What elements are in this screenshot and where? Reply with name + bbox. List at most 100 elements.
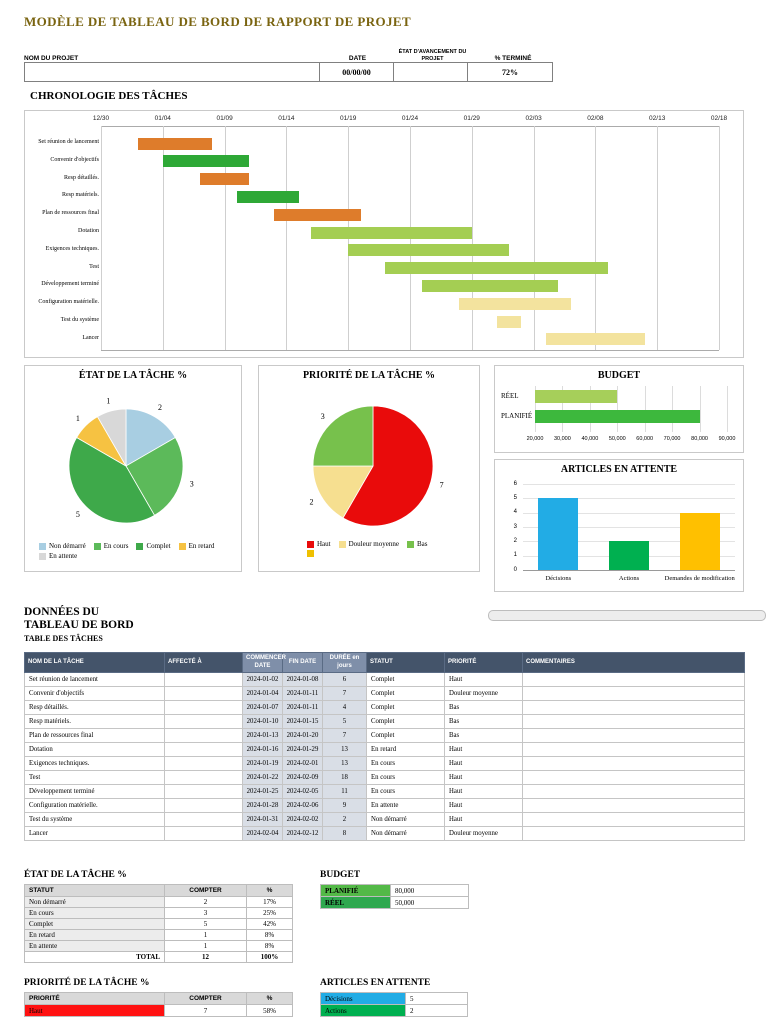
- task-table-cell[interactable]: Non démarré: [366, 812, 445, 827]
- task-table-cell[interactable]: [522, 798, 745, 813]
- task-table-cell[interactable]: [522, 714, 745, 729]
- task-table-cell[interactable]: 2024-01-13: [242, 728, 283, 743]
- task-table-cell[interactable]: Configuration matérielle.: [24, 798, 165, 813]
- budget-table-value-cell[interactable]: 50,000: [390, 896, 469, 909]
- task-table-cell[interactable]: 2024-01-08: [282, 672, 323, 687]
- task-table-cell[interactable]: Haut: [444, 784, 523, 799]
- budget-table-value-cell[interactable]: 80,000: [390, 884, 469, 897]
- task-table-cell[interactable]: 2024-01-19: [242, 756, 283, 771]
- task-table-cell[interactable]: 2024-02-04: [242, 826, 283, 841]
- task-table-cell[interactable]: [522, 686, 745, 701]
- task-table-cell[interactable]: [522, 756, 745, 771]
- priority-table-label-cell[interactable]: Haut: [24, 1004, 165, 1017]
- task-table-cell[interactable]: 7: [322, 686, 367, 701]
- task-table-cell[interactable]: 2024-01-15: [282, 714, 323, 729]
- status-table-cell[interactable]: Non démarré: [24, 896, 165, 908]
- task-table-cell[interactable]: 11: [322, 784, 367, 799]
- task-table-cell[interactable]: Bas: [444, 728, 523, 743]
- task-table-cell[interactable]: 18: [322, 770, 367, 785]
- priority-table-pct-cell[interactable]: 58%: [246, 1004, 293, 1017]
- task-table-cell[interactable]: Complet: [366, 686, 445, 701]
- task-table-cell[interactable]: 2024-01-02: [242, 672, 283, 687]
- articles-table-label-cell[interactable]: Actions: [320, 1004, 406, 1017]
- task-table-cell[interactable]: Complet: [366, 700, 445, 715]
- task-table-cell[interactable]: Haut: [444, 770, 523, 785]
- task-table-cell[interactable]: [522, 826, 745, 841]
- task-table-cell[interactable]: Exigences techniques.: [24, 756, 165, 771]
- task-table-cell[interactable]: 8: [322, 826, 367, 841]
- task-table-cell[interactable]: 7: [322, 728, 367, 743]
- status-table-cell[interactable]: 5: [164, 918, 247, 930]
- task-table-cell[interactable]: Complet: [366, 728, 445, 743]
- task-table-cell[interactable]: En cours: [366, 770, 445, 785]
- task-table-cell[interactable]: 4: [322, 700, 367, 715]
- task-table-cell[interactable]: Convenir d'objectifs: [24, 686, 165, 701]
- status-table-cell[interactable]: 1: [164, 929, 247, 941]
- task-table-cell[interactable]: 2024-02-01: [282, 756, 323, 771]
- task-table-cell[interactable]: [164, 826, 243, 841]
- task-table-cell[interactable]: Haut: [444, 756, 523, 771]
- project-status-value[interactable]: [393, 62, 468, 82]
- task-table-cell[interactable]: 2024-01-07: [242, 700, 283, 715]
- task-table-cell[interactable]: Développement terminé: [24, 784, 165, 799]
- task-table-cell[interactable]: 2024-01-10: [242, 714, 283, 729]
- status-table-cell[interactable]: Complet: [24, 918, 165, 930]
- task-table-cell[interactable]: [164, 742, 243, 757]
- task-table-cell[interactable]: Resp détaillés.: [24, 700, 165, 715]
- task-table-cell[interactable]: Complet: [366, 672, 445, 687]
- task-table-cell[interactable]: 5: [322, 714, 367, 729]
- task-table-cell[interactable]: Haut: [444, 742, 523, 757]
- articles-table-value-cell[interactable]: 5: [405, 992, 468, 1005]
- articles-table-label-cell[interactable]: Décisions: [320, 992, 406, 1005]
- task-table-cell[interactable]: 2024-02-05: [282, 784, 323, 799]
- task-table-cell[interactable]: [164, 770, 243, 785]
- budget-table-label-cell[interactable]: RÉEL: [320, 896, 391, 909]
- task-table-cell[interactable]: Haut: [444, 812, 523, 827]
- task-table-cell[interactable]: [164, 812, 243, 827]
- task-table-cell[interactable]: [164, 798, 243, 813]
- status-table-cell[interactable]: En cours: [24, 907, 165, 919]
- task-table-cell[interactable]: En attente: [366, 798, 445, 813]
- task-table-cell[interactable]: 2024-01-25: [242, 784, 283, 799]
- status-table-cell[interactable]: 17%: [246, 896, 293, 908]
- task-table-cell[interactable]: Bas: [444, 700, 523, 715]
- task-table-cell[interactable]: [522, 672, 745, 687]
- status-table-cell[interactable]: 8%: [246, 940, 293, 952]
- task-table-cell[interactable]: 2024-02-12: [282, 826, 323, 841]
- articles-table-value-cell[interactable]: 2: [405, 1004, 468, 1017]
- task-table-cell[interactable]: En cours: [366, 784, 445, 799]
- task-table-cell[interactable]: [164, 756, 243, 771]
- pct-complete-value[interactable]: 72%: [467, 62, 553, 82]
- task-table-cell[interactable]: [164, 700, 243, 715]
- task-table-cell[interactable]: 2024-01-11: [282, 700, 323, 715]
- task-table-cell[interactable]: [164, 672, 243, 687]
- task-table-cell[interactable]: 2024-02-02: [282, 812, 323, 827]
- task-table-cell[interactable]: [522, 812, 745, 827]
- task-table-cell[interactable]: 13: [322, 756, 367, 771]
- status-table-cell[interactable]: En retard: [24, 929, 165, 941]
- status-table-cell[interactable]: 42%: [246, 918, 293, 930]
- task-table-cell[interactable]: 2024-01-22: [242, 770, 283, 785]
- task-table-cell[interactable]: [164, 784, 243, 799]
- date-value[interactable]: 00/00/00: [319, 62, 394, 82]
- task-table-cell[interactable]: 2: [322, 812, 367, 827]
- task-table-cell[interactable]: Test du système: [24, 812, 165, 827]
- task-table-cell[interactable]: Haut: [444, 798, 523, 813]
- task-table-cell[interactable]: [164, 728, 243, 743]
- status-table-cell[interactable]: 2: [164, 896, 247, 908]
- task-table-cell[interactable]: [164, 714, 243, 729]
- task-table-cell[interactable]: 2024-02-09: [282, 770, 323, 785]
- status-table-cell[interactable]: 3: [164, 907, 247, 919]
- task-table-cell[interactable]: [164, 686, 243, 701]
- task-table-cell[interactable]: Test: [24, 770, 165, 785]
- task-table-cell[interactable]: [522, 742, 745, 757]
- task-table-cell[interactable]: [522, 700, 745, 715]
- task-table-cell[interactable]: En cours: [366, 756, 445, 771]
- task-table-cell[interactable]: 2024-01-11: [282, 686, 323, 701]
- task-table-cell[interactable]: [522, 770, 745, 785]
- task-table-cell[interactable]: 2024-01-29: [282, 742, 323, 757]
- task-table-cell[interactable]: 2024-01-04: [242, 686, 283, 701]
- status-table-cell[interactable]: 8%: [246, 929, 293, 941]
- task-table-cell[interactable]: 2024-02-06: [282, 798, 323, 813]
- task-table-cell[interactable]: Set réunion de lancement: [24, 672, 165, 687]
